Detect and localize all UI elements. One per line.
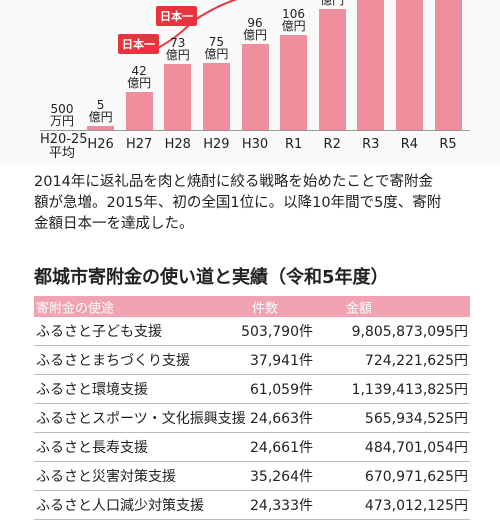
table-row: ふるさと環境支援 61,059件 1,139,413,825円 (34, 375, 470, 404)
x-tick-label: R2 (310, 138, 354, 152)
table-cell: ふるさと災害対策支援 (36, 466, 176, 486)
bar (164, 64, 191, 130)
table-cell: 503,790件 (241, 321, 313, 341)
table-header: 寄附金の使途 件数 金額 (34, 296, 470, 317)
x-tick-label: R1 (272, 138, 316, 152)
table-cell: ふるさと子ども支援 (36, 321, 162, 341)
annotation: 日本一 (156, 6, 197, 26)
table-cell: 24,333件 (250, 495, 313, 515)
bar (87, 126, 114, 131)
bar-chart: 日本一 日本一 H20-25 平均 500 万円 H26 5 億円 H27 42 億円 H2… (0, 0, 500, 165)
bar (319, 9, 346, 131)
x-tick-label: H20-25 平均 (40, 133, 84, 161)
value-label: 73 億円 (158, 37, 198, 61)
paragraph-line: 金額日本一を達成した。 (34, 214, 441, 235)
table-cell: 24,663件 (250, 408, 313, 428)
baseline (40, 130, 470, 131)
value-label: 96 億円 (235, 17, 275, 41)
table-cell: 24,661件 (250, 437, 313, 457)
table-row: ふるさと子ども支援 503,790件 9,805,873,095円 (34, 317, 470, 346)
value-label: 106 億円 (274, 8, 314, 32)
x-tick-label: H28 (156, 138, 200, 152)
x-tick-label: H29 (194, 138, 238, 152)
table-cell: ふるさと長寿支援 (36, 437, 148, 457)
value-label: 億円 (312, 0, 352, 6)
table-cell: ふるさと人口減少対策支援 (36, 495, 204, 515)
table-cell: ふるさとまちづくり支援 (36, 350, 190, 370)
table-row: ふるさと長寿支援 24,661件 484,701,054円 (34, 433, 470, 462)
x-tick-label: H30 (233, 138, 277, 152)
paragraph: 2014年に返礼品を肉と焼酎に絞る戦略を始めたことで寄附金額が急増。2015年、… (34, 172, 441, 235)
x-tick-label: H27 (117, 138, 161, 152)
x-tick-label: R5 (426, 138, 470, 152)
bar (280, 35, 307, 130)
x-tick-label: H26 (79, 138, 123, 152)
table-row: ふるさと災害対策支援 35,264件 670,971,625円 (34, 462, 470, 491)
table-cell: ふるさと環境支援 (36, 379, 148, 399)
table-title: 都城市寄附金の使い道と実績（令和5年度） (34, 263, 389, 289)
table-cell: 473,012,125円 (365, 495, 468, 515)
annotation: 日本一 (118, 34, 159, 54)
header-cell: 寄附金の使途 (36, 297, 114, 316)
value-label: 5 億円 (81, 99, 121, 123)
value-label: 500 万円 (42, 103, 82, 127)
x-tick-label: R4 (387, 138, 431, 152)
paragraph-line: 2014年に返礼品を肉と焼酎に絞る戦略を始めたことで寄附金 (34, 172, 441, 193)
paragraph-line: 額が急増。2015年、初の全国1位に。以降10年間で5度、寄附 (34, 193, 441, 214)
bar (396, 0, 423, 130)
page: {"chart_data": {"type": "bar", "categori… (0, 0, 500, 500)
table-cell: 565,934,525円 (365, 408, 468, 428)
table-cell: 9,805,873,095円 (352, 321, 468, 341)
bar (242, 44, 269, 130)
value-label: 42 億円 (119, 65, 159, 89)
header-cell: 金額 (346, 297, 372, 316)
bar (126, 92, 153, 130)
value-label: 75 億円 (196, 36, 236, 60)
table-cell: 670,971,625円 (365, 466, 468, 486)
table-cell: ふるさとスポーツ・文化振興支援 (36, 408, 246, 428)
table-cell: 37,941件 (250, 350, 313, 370)
table-cell: 724,221,625円 (365, 350, 468, 370)
table-cell: 1,139,413,825円 (352, 379, 468, 399)
x-tick-label: R3 (349, 138, 393, 152)
bar (357, 0, 384, 130)
table-row: ふるさとまちづくり支援 37,941件 724,221,625円 (34, 346, 470, 375)
table-row: ふるさと人口減少対策支援 24,333件 473,012,125円 (34, 491, 470, 520)
table-cell: 35,264件 (250, 466, 313, 486)
table-cell: 61,059件 (250, 379, 313, 399)
table-cell: 484,701,054円 (365, 437, 468, 457)
header-cell: 件数 (252, 297, 278, 316)
bar (435, 0, 462, 130)
table: 寄附金の使途 件数 金額ふるさと子ども支援 503,790件 9,805,873,095… (34, 296, 470, 520)
bar (203, 63, 230, 131)
